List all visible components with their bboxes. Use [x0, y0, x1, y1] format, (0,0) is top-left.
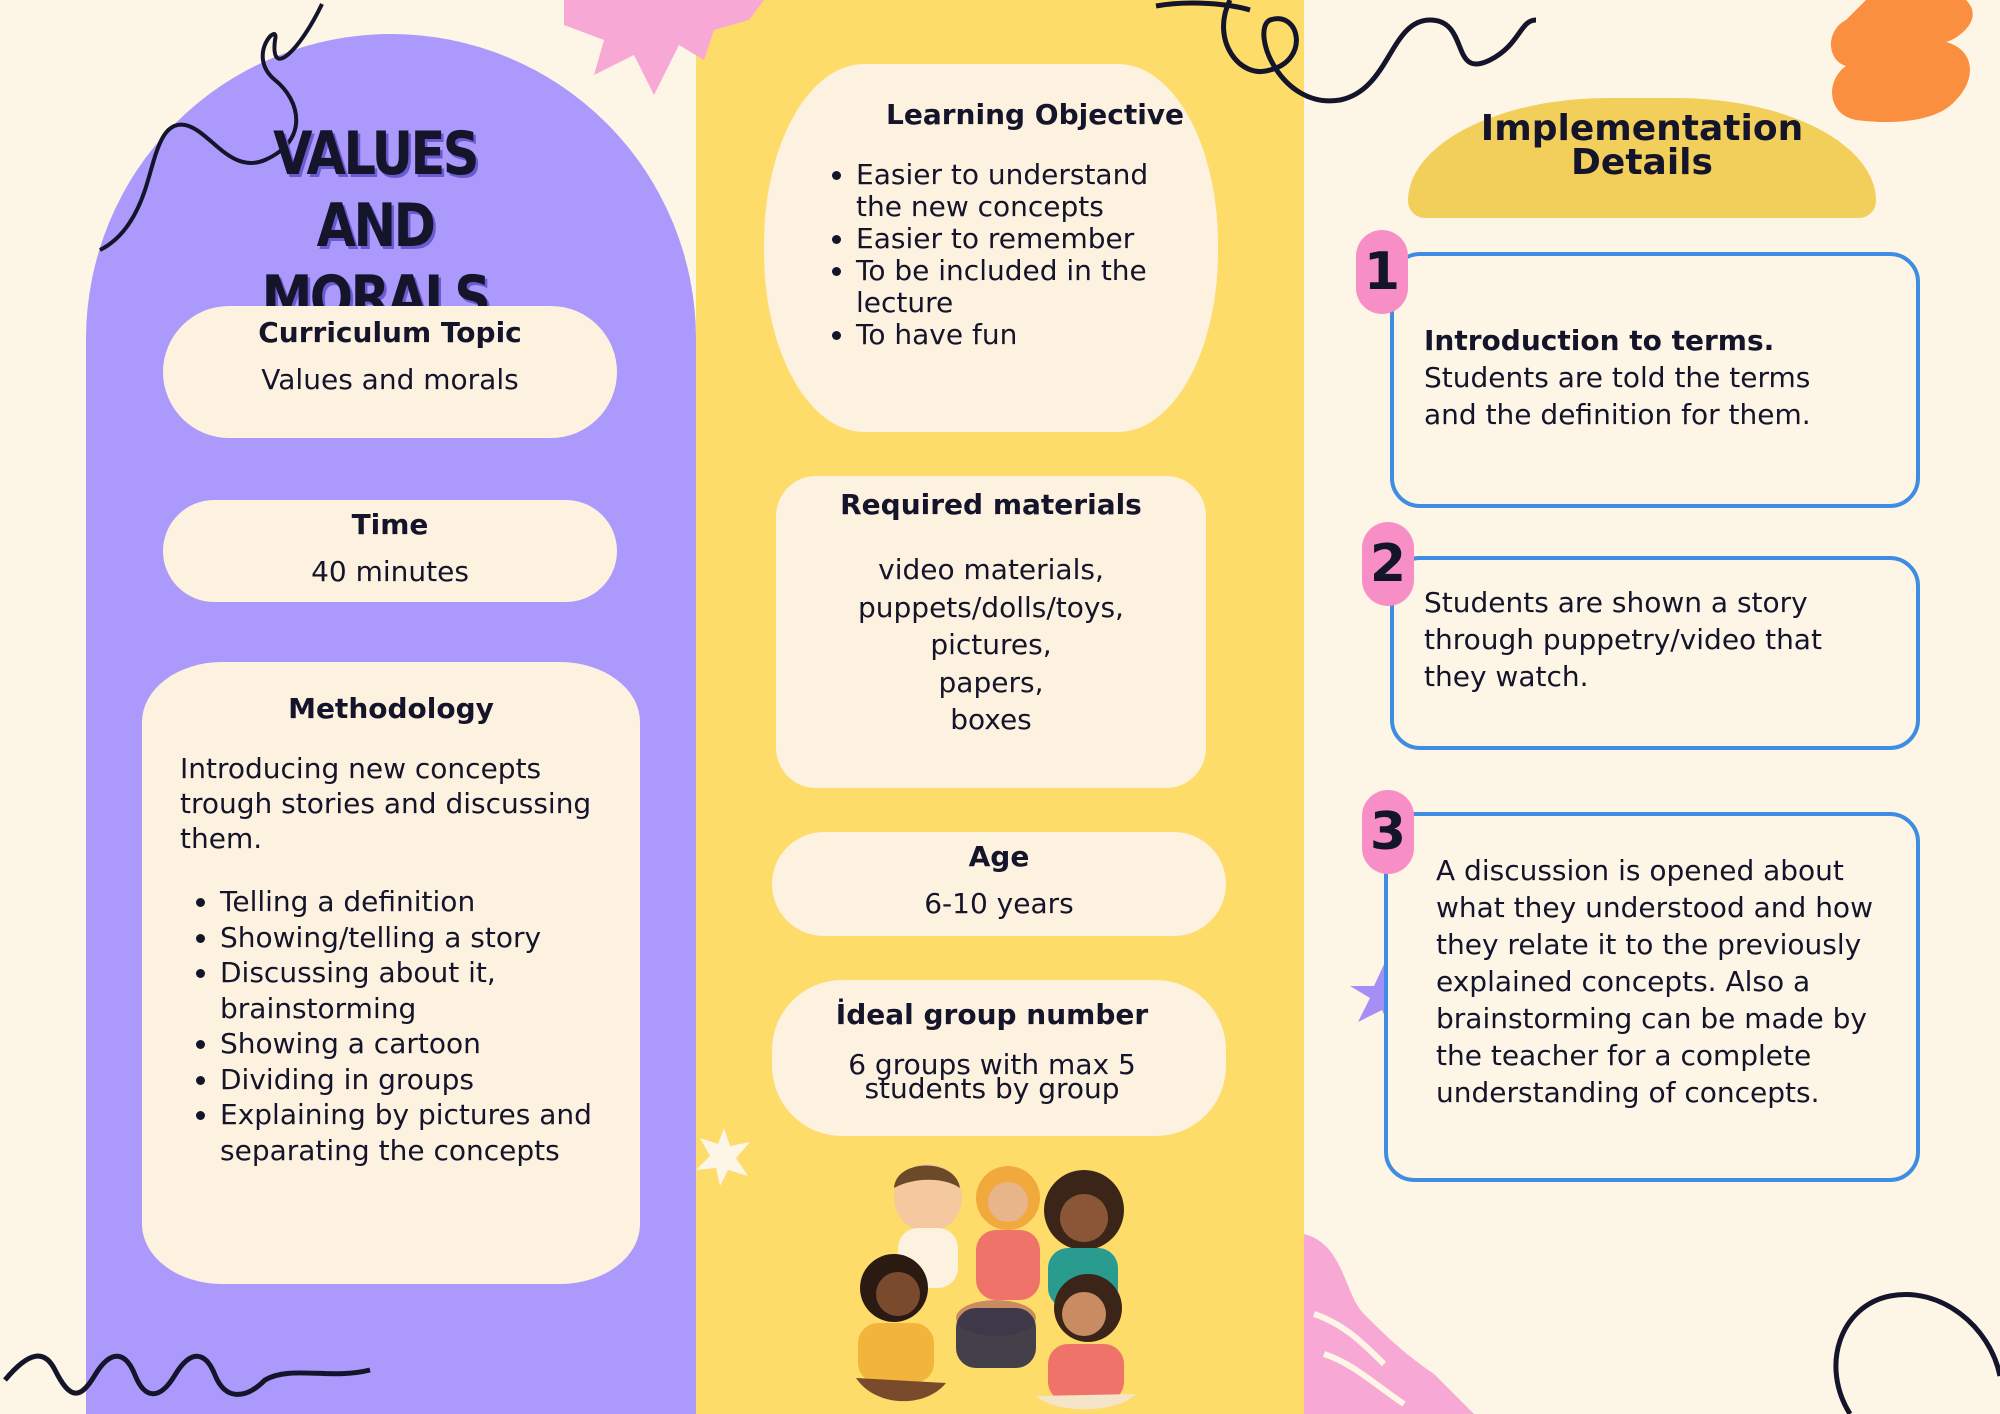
methodology-card: Methodology Introducing new concepts tro… [142, 662, 640, 1284]
implementation-heading-line1: Implementation [1480, 108, 1804, 149]
white-star-decoration [696, 1128, 750, 1186]
age-card: Age 6-10 years [772, 832, 1226, 936]
pink-flower-decoration [564, 0, 764, 95]
group-number-card: İdeal group number 6 groups with max 5 s… [772, 980, 1226, 1136]
squiggle-bottom-right-decoration [1833, 1292, 2000, 1414]
curriculum-topic-heading: Curriculum Topic [258, 316, 522, 349]
time-value: 40 minutes [311, 555, 469, 588]
list-item: Easier to understand the new concepts [856, 159, 1188, 223]
list-item: Explaining by pictures and separating th… [220, 1097, 622, 1168]
learning-objective-list: Easier to understand the new concepts Ea… [826, 159, 1188, 351]
required-materials-card: Required materials video materials, pupp… [776, 476, 1206, 788]
list-item: Showing/telling a story [220, 920, 622, 956]
group-number-line1: 6 groups with max 5 [848, 1048, 1136, 1081]
required-materials-heading: Required materials [840, 488, 1142, 521]
group-number-line2: students by group [864, 1072, 1120, 1105]
implementation-heading-line2: Details [1571, 142, 1713, 183]
squiggle-top-right-decoration [1155, 0, 1537, 104]
pink-wave-decoration [1304, 1234, 1474, 1414]
time-heading: Time [351, 508, 429, 541]
curriculum-topic-card: Curriculum Topic Values and morals [163, 306, 617, 438]
implementation-heading: Implementation Details [1408, 108, 1876, 183]
step-3-badge: 3 [1362, 790, 1414, 874]
age-heading: Age [968, 840, 1030, 873]
orange-blob-decoration [1831, 0, 1973, 122]
material-item: pictures, [930, 628, 1052, 661]
squiggle-top-left-decoration [99, 3, 324, 252]
step-1-description: Students are told the terms and the defi… [1424, 361, 1811, 431]
curriculum-topic-value: Values and morals [261, 363, 519, 396]
list-item: Showing a cartoon [220, 1026, 622, 1062]
methodology-list: Telling a definition Showing/telling a s… [180, 884, 622, 1168]
group-number-heading: İdeal group number [835, 998, 1149, 1031]
squiggle-bottom-left-decoration [3, 1353, 371, 1397]
learning-objective-card: Learning Objective Easier to understand … [764, 64, 1218, 432]
list-item: Dividing in groups [220, 1062, 622, 1098]
step-3-box [1384, 812, 1920, 1182]
page-title: VALUES AND MORALS [209, 118, 541, 334]
step-1-text: Introduction to terms. Students are told… [1424, 322, 1864, 433]
list-item: To be included in the lecture [856, 255, 1188, 319]
methodology-heading: Methodology [288, 692, 494, 725]
children-circle-illustration [856, 1164, 1136, 1410]
group-number-value: 6 groups with max 5 students by group [758, 1048, 1226, 1105]
material-item: puppets/dolls/toys, [858, 590, 1124, 624]
step-2-badge: 2 [1362, 522, 1414, 606]
list-item: To have fun [856, 319, 1188, 351]
step-1-badge: 1 [1356, 230, 1408, 314]
step-1-title: Introduction to terms. [1424, 324, 1775, 357]
material-item: boxes [950, 703, 1032, 736]
step-2-box [1390, 556, 1920, 750]
methodology-intro: Introducing new concepts trough stories … [180, 752, 592, 855]
required-materials-list: video materials, puppets/dolls/toys, pic… [776, 551, 1206, 739]
step-3-text: A discussion is opened about what they u… [1436, 854, 1873, 1109]
step-1-box [1390, 252, 1920, 508]
list-item: Telling a definition [220, 884, 622, 920]
list-item: Easier to remember [856, 223, 1188, 255]
learning-objective-heading: Learning Objective [886, 98, 1185, 131]
age-value: 6-10 years [924, 887, 1074, 920]
list-item: Discussing about it, brainstorming [220, 955, 622, 1026]
time-card: Time 40 minutes [163, 500, 617, 602]
material-item: video materials, [878, 553, 1104, 586]
step-2-text: Students are shown a story through puppe… [1424, 586, 1822, 693]
page-title-line1: VALUES AND [273, 119, 479, 261]
material-item: papers, [938, 665, 1044, 699]
